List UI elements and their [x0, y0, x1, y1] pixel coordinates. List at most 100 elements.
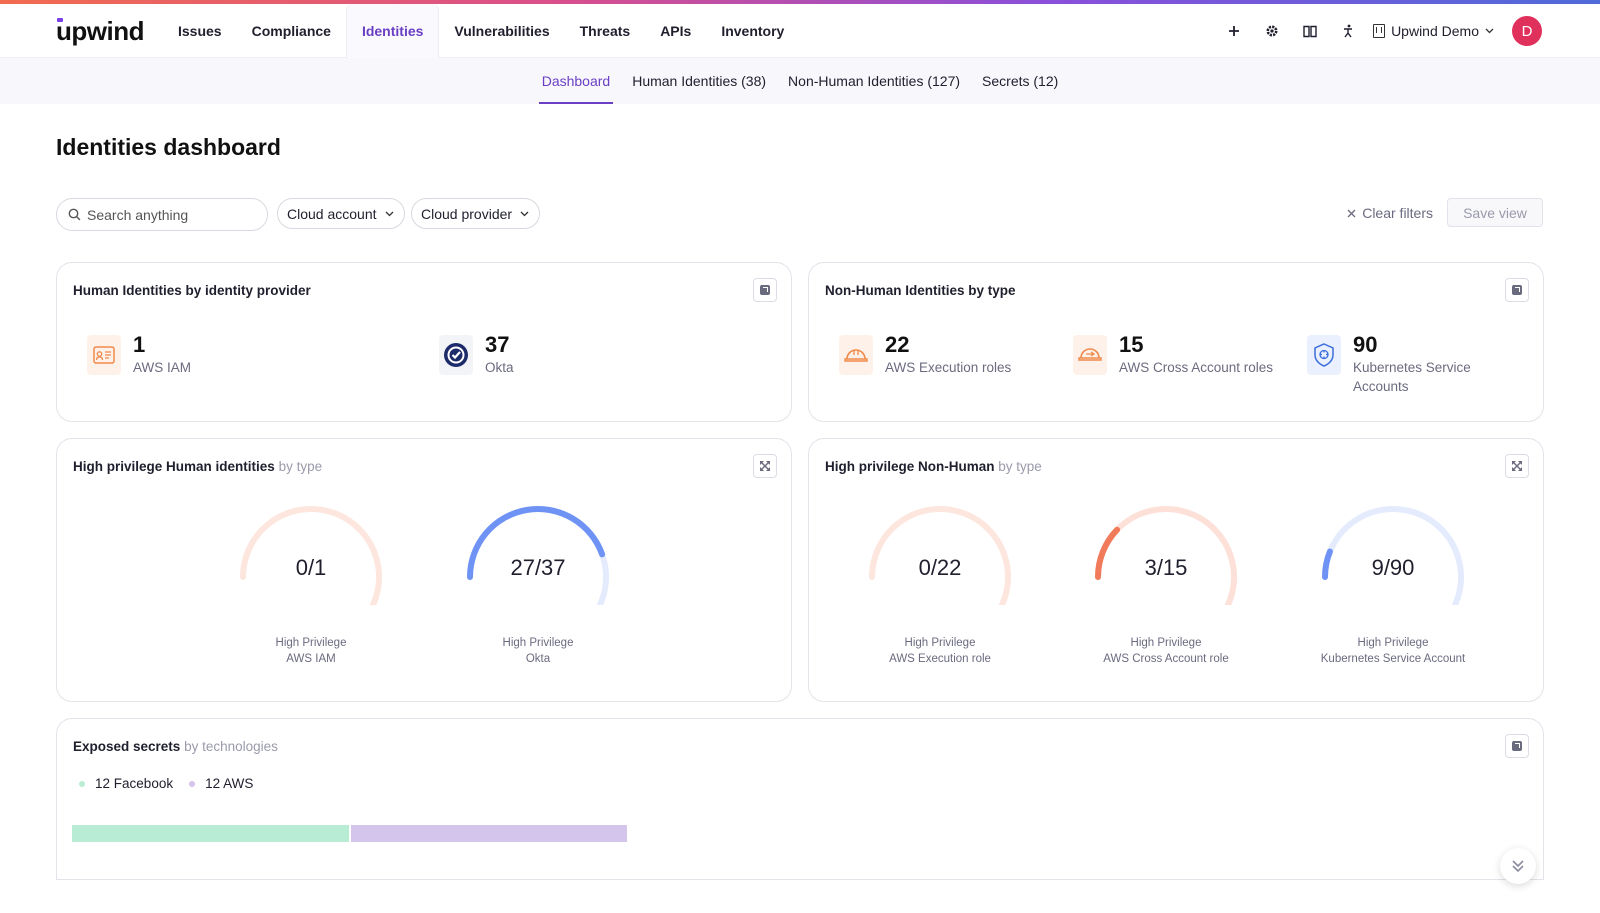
scroll-down-button[interactable]	[1500, 848, 1536, 884]
subtab-human-identities[interactable]: Human Identities (38)	[632, 73, 767, 89]
open-link-button[interactable]	[1505, 278, 1529, 302]
stat-count: 1	[133, 332, 146, 357]
card-title-sub: by technologies	[184, 739, 278, 754]
legend-dot	[79, 780, 85, 787]
tenant-selector[interactable]: Upwind Demo	[1373, 23, 1494, 39]
add-icon[interactable]	[1215, 16, 1253, 46]
nav-tab-vulnerabilities[interactable]: Vulnerabilities	[454, 23, 550, 39]
chevron-down-icon	[385, 211, 393, 216]
legend-label: 12 AWS	[205, 776, 253, 791]
gauge-label-line2: AWS Cross Account role	[1103, 653, 1229, 665]
stat-aws-iam[interactable]: 1 AWS IAM	[87, 333, 191, 377]
gauge-value: 27/37	[510, 555, 566, 580]
high-privilege-human-card: High privilege Human identities by type …	[56, 438, 792, 702]
gauge-fill	[1322, 548, 1333, 580]
gauge-aws-cross-account-role[interactable]: 3/15 High Privilege AWS Cross Account rol…	[1076, 505, 1256, 667]
gauge-label: High Privilege AWS Execution role	[850, 635, 1030, 667]
legend-item-facebook[interactable]: 12 Facebook	[79, 776, 173, 791]
gauge-aws-iam[interactable]: 0/1 High Privilege AWS IAM	[221, 505, 401, 667]
stat-okta[interactable]: 37 Okta	[439, 333, 514, 377]
gauge-arc	[869, 506, 1011, 605]
card-title-sub: by type	[278, 459, 323, 474]
expand-button[interactable]	[1505, 454, 1529, 478]
save-view-button[interactable]: Save view	[1447, 198, 1543, 227]
cloud-provider-dropdown[interactable]: Cloud provider	[411, 198, 541, 229]
clear-filters-label: Clear filters	[1362, 205, 1433, 221]
gauge-okta[interactable]: 27/37 High Privilege Okta	[448, 505, 628, 667]
stat-kubernetes-service-accounts[interactable]: 90 Kubernetes Service Accounts	[1307, 333, 1489, 396]
non-human-identities-by-type-card: Non-Human Identities by type 22 AWS Exec…	[808, 262, 1544, 422]
gauge-label: High Privilege Okta	[448, 635, 628, 667]
docs-book-icon[interactable]	[1291, 16, 1329, 46]
gauge-label-line2: Okta	[525, 653, 551, 665]
expand-button[interactable]	[753, 454, 777, 478]
nav-tab-threats[interactable]: Threats	[579, 23, 631, 39]
gauge-track	[1322, 506, 1464, 605]
card-title: Exposed secrets by technologies	[73, 739, 278, 754]
double-chevron-down-icon	[1512, 860, 1524, 873]
bar-segment-facebook[interactable]	[72, 825, 349, 842]
gauge-label-line2: AWS IAM	[286, 653, 336, 665]
top-navigation-bar: upwind Issues Compliance Identities Vuln…	[0, 4, 1600, 58]
stat-aws-execution-roles[interactable]: 22 AWS Execution roles	[839, 333, 1011, 377]
stat-aws-cross-account-roles[interactable]: 15 AWS Cross Account roles	[1073, 333, 1273, 377]
okta-icon	[439, 335, 473, 375]
cross-account-hat-icon	[1073, 335, 1107, 375]
nav-tab-issues[interactable]: Issues	[178, 23, 222, 39]
legend-item-aws[interactable]: 12 AWS	[189, 776, 253, 791]
legend-count: 12	[95, 776, 111, 791]
gauge-label-line1: High Privilege	[1130, 637, 1202, 649]
brand-logo[interactable]: upwind	[56, 16, 144, 46]
gauge-fill	[1095, 526, 1121, 580]
stat-count: 37	[485, 332, 510, 357]
building-icon	[1373, 24, 1386, 38]
card-title-main: High privilege Non-Human	[825, 459, 995, 474]
card-title: High privilege Human identities by type	[73, 459, 322, 474]
gauge-track	[869, 506, 1011, 605]
stat-label: AWS IAM	[133, 360, 192, 375]
stat-count: 15	[1119, 332, 1144, 357]
subtab-dashboard[interactable]: Dashboard	[531, 58, 622, 104]
subtab-secrets[interactable]: Secrets (12)	[982, 73, 1059, 89]
gauge-kubernetes-service-account[interactable]: 9/90 High Privilege Kubernetes Service Ac…	[1303, 505, 1483, 667]
gauge-value: 3/15	[1144, 555, 1188, 580]
gauge-arc	[240, 506, 382, 605]
sub-navigation: Dashboard Human Identities (38) Non-Huma…	[0, 58, 1600, 104]
legend-name: Facebook	[113, 776, 174, 791]
brand-gradient-line	[0, 0, 1600, 4]
card-title: Non-Human Identities by type	[825, 283, 1016, 298]
open-link-button[interactable]	[1505, 734, 1529, 758]
hard-hat-icon	[839, 335, 873, 375]
gauge-label-line2: Kubernetes Service Account	[1320, 653, 1466, 665]
user-avatar[interactable]: D	[1512, 16, 1542, 46]
card-title-main: Exposed secrets	[73, 739, 181, 754]
card-title: Human Identities by identity provider	[73, 283, 311, 298]
exposed-secrets-card: Exposed secrets by technologies 12 Faceb…	[56, 718, 1544, 880]
accessibility-icon[interactable]	[1329, 16, 1367, 46]
bar-segment-aws[interactable]	[350, 825, 627, 842]
search-input[interactable]	[87, 206, 257, 223]
gauge-value: 9/90	[1371, 555, 1415, 580]
cloud-account-dropdown[interactable]: Cloud account	[277, 198, 405, 229]
gauge-arc	[1095, 506, 1237, 605]
gauge-label: High Privilege AWS IAM	[221, 635, 401, 667]
open-link-icon	[1512, 741, 1522, 751]
gauge-label-line1: High Privilege	[502, 637, 574, 649]
secrets-stacked-bar	[72, 825, 627, 842]
gauge-fill	[467, 506, 606, 580]
cloud-account-label: Cloud account	[287, 205, 377, 222]
stat-label: AWS Execution roles	[885, 360, 1012, 375]
gauge-aws-execution-role[interactable]: 0/22 High Privilege AWS Execution role	[850, 505, 1030, 667]
top-tools: Upwind Demo D	[1215, 4, 1542, 58]
open-link-button[interactable]	[753, 278, 777, 302]
stat-label: AWS Cross Account roles	[1119, 360, 1274, 375]
clear-filters-button[interactable]: Clear filters	[1347, 205, 1433, 221]
gauge-arc	[467, 506, 609, 605]
nav-tab-compliance[interactable]: Compliance	[251, 23, 331, 39]
subtab-non-human-identities[interactable]: Non-Human Identities (127)	[788, 73, 961, 89]
nav-tab-inventory[interactable]: Inventory	[721, 23, 785, 39]
nav-tab-identities[interactable]: Identities	[345, 4, 440, 58]
legend-label: 12 Facebook	[95, 776, 173, 791]
settings-gear-icon[interactable]	[1253, 16, 1291, 46]
nav-tab-apis[interactable]: APIs	[660, 23, 692, 39]
